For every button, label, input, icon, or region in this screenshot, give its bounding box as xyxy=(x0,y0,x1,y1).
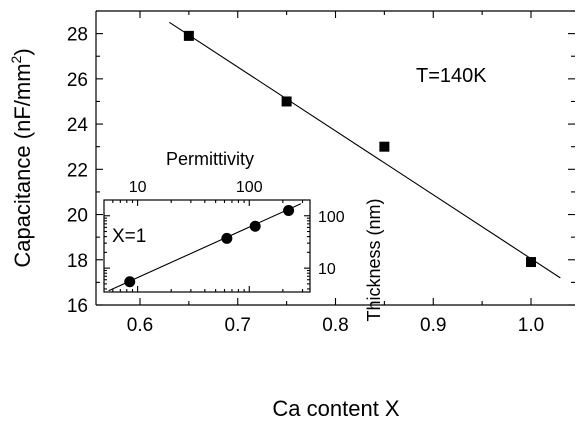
inset-y-tick-label: 10 xyxy=(318,261,336,278)
y-tick-label: 24 xyxy=(67,115,89,136)
y-axis-label-suffix: ) xyxy=(10,48,35,55)
y-tick-label: 26 xyxy=(67,70,88,91)
x-tick-label: 0.7 xyxy=(225,315,251,336)
capacitance-point xyxy=(281,96,292,107)
inset-x-tick-label: 10 xyxy=(129,179,147,196)
main-fit-line xyxy=(169,21,561,279)
y-axis-label-main: Capacitance (nF/mm xyxy=(10,63,35,267)
x-tick-label: 0.6 xyxy=(127,315,153,336)
temperature-annotation: T=140K xyxy=(416,65,487,87)
inset-y-ticks: 10 100 xyxy=(104,209,345,290)
y-axis-label-superscript: 2 xyxy=(8,55,24,63)
main-data-points xyxy=(183,30,537,268)
main-plot: 0.6 0.7 0.8 0.9 1.0 16 18 20 22 24 26 28 T=140K Ca… xyxy=(8,10,575,421)
inset-x-ticks: 10 100 xyxy=(112,179,304,292)
inset-x-tick-label: 100 xyxy=(236,179,263,196)
x-tick-label: 0.9 xyxy=(420,315,446,336)
thickness-point xyxy=(249,220,261,232)
y-tick-label: 22 xyxy=(67,160,88,181)
capacitance-point xyxy=(526,257,537,268)
x-tick-label: 1.0 xyxy=(518,315,544,336)
inset-data-points xyxy=(124,205,295,288)
inset-plot: 10 100 10 100 X=1 Permittivity Thickness (… xyxy=(103,149,384,322)
inset-fit-line xyxy=(108,203,302,292)
inset-annotation: X=1 xyxy=(112,226,146,247)
capacitance-point xyxy=(183,30,194,41)
y-tick-label: 28 xyxy=(67,25,88,46)
y-tick-label: 16 xyxy=(67,296,88,317)
y-tick-label: 20 xyxy=(67,206,88,227)
inset-x-axis-label: Permittivity xyxy=(166,149,254,169)
inset-y-tick-label: 100 xyxy=(318,209,345,226)
thickness-point xyxy=(124,276,136,288)
capacitance-point xyxy=(379,141,390,152)
y-axis-label: Capacitance (nF/mm2) xyxy=(8,48,35,267)
main-y-ticks: 16 18 20 22 24 26 28 xyxy=(67,10,103,317)
x-tick-label: 0.8 xyxy=(322,315,348,336)
x-axis-label: Ca content X xyxy=(272,396,400,421)
thickness-point xyxy=(221,232,233,244)
thickness-point xyxy=(283,205,295,217)
main-x-ticks: 0.6 0.7 0.8 0.9 1.0 xyxy=(127,11,544,336)
main-right-ticks xyxy=(568,10,575,306)
inset-y-axis-label: Thickness (nm) xyxy=(364,198,384,321)
y-tick-label: 18 xyxy=(67,251,88,272)
